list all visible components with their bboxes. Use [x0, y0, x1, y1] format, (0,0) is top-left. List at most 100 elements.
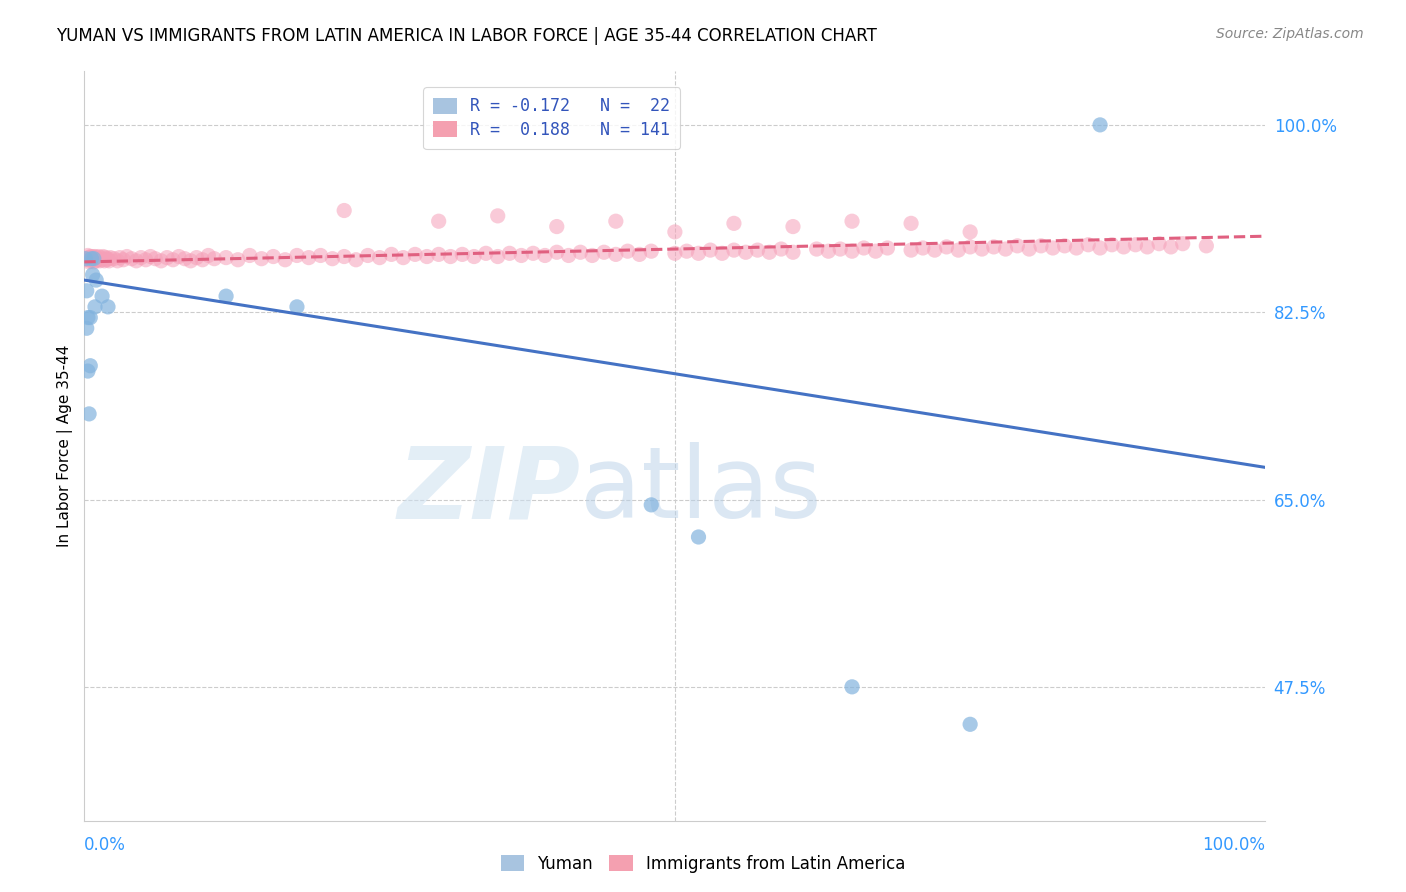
Point	[451, 247, 474, 261]
Point	[321, 252, 343, 266]
Point	[91, 289, 114, 303]
Point	[1042, 241, 1064, 255]
Point	[959, 240, 981, 254]
Point	[75, 252, 97, 266]
Point	[84, 250, 107, 264]
Point	[77, 310, 100, 325]
Point	[841, 680, 863, 694]
Point	[86, 252, 108, 267]
Text: 100.0%: 100.0%	[1202, 836, 1265, 854]
Point	[79, 250, 101, 264]
Point	[274, 252, 297, 267]
Point	[80, 251, 103, 265]
Point	[711, 246, 734, 260]
Point	[734, 245, 756, 260]
Point	[97, 252, 120, 266]
Legend: Yuman, Immigrants from Latin America: Yuman, Immigrants from Latin America	[494, 848, 912, 880]
Point	[80, 253, 103, 268]
Point	[569, 245, 592, 260]
Point	[79, 359, 101, 373]
Point	[84, 253, 107, 268]
Point	[82, 268, 104, 282]
Point	[285, 248, 308, 262]
Point	[121, 252, 143, 266]
Point	[948, 243, 970, 257]
Point	[91, 252, 114, 267]
Point	[173, 252, 195, 266]
Point	[1029, 239, 1052, 253]
Point	[309, 248, 332, 262]
Point	[380, 247, 402, 261]
Point	[557, 248, 579, 262]
Point	[546, 245, 568, 260]
Point	[664, 246, 686, 260]
Point	[1171, 236, 1194, 251]
Point	[688, 530, 710, 544]
Point	[93, 253, 115, 268]
Point	[427, 247, 450, 261]
Text: 0.0%: 0.0%	[84, 836, 127, 854]
Point	[94, 251, 117, 265]
Point	[782, 219, 804, 234]
Point	[486, 250, 509, 264]
Point	[498, 246, 520, 260]
Point	[77, 248, 100, 262]
Point	[83, 251, 105, 265]
Point	[1112, 240, 1135, 254]
Point	[475, 246, 498, 260]
Point	[817, 244, 839, 259]
Point	[1088, 241, 1111, 255]
Point	[392, 251, 415, 265]
Point	[959, 717, 981, 731]
Point	[79, 252, 101, 267]
Point	[82, 250, 104, 264]
Point	[156, 251, 179, 265]
Point	[1147, 236, 1170, 251]
Point	[89, 253, 111, 268]
Point	[1160, 240, 1182, 254]
Point	[202, 252, 225, 266]
Point	[77, 251, 100, 265]
Point	[84, 300, 107, 314]
Point	[841, 214, 863, 228]
Y-axis label: In Labor Force | Age 35-44: In Labor Force | Age 35-44	[58, 345, 73, 547]
Point	[77, 255, 100, 269]
Point	[876, 241, 898, 255]
Point	[98, 253, 121, 268]
Point	[197, 248, 219, 262]
Point	[900, 216, 922, 230]
Point	[758, 245, 780, 260]
Point	[103, 252, 125, 266]
Point	[262, 250, 284, 264]
Point	[83, 255, 105, 269]
Point	[675, 244, 697, 259]
Point	[970, 242, 993, 256]
Point	[806, 242, 828, 256]
Point	[112, 252, 135, 267]
Point	[97, 300, 120, 314]
Point	[770, 242, 793, 256]
Point	[911, 241, 934, 255]
Point	[723, 243, 745, 257]
Point	[357, 248, 380, 262]
Point	[723, 216, 745, 230]
Point	[84, 273, 107, 287]
Point	[640, 244, 662, 259]
Point	[333, 250, 356, 264]
Point	[404, 247, 426, 261]
Point	[605, 214, 627, 228]
Point	[77, 252, 100, 267]
Point	[76, 321, 98, 335]
Point	[1077, 237, 1099, 252]
Point	[1066, 241, 1088, 255]
Point	[1007, 239, 1029, 253]
Point	[983, 240, 1005, 254]
Point	[215, 289, 238, 303]
Point	[139, 250, 162, 264]
Point	[628, 247, 651, 261]
Point	[534, 248, 557, 262]
Point	[581, 248, 603, 262]
Point	[285, 300, 308, 314]
Point	[416, 250, 439, 264]
Point	[333, 203, 356, 218]
